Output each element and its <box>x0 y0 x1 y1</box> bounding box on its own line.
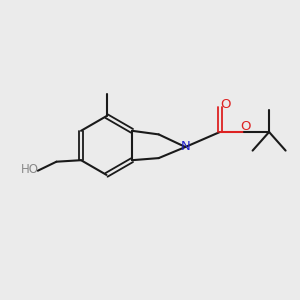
Text: N: N <box>181 140 190 154</box>
Text: HO: HO <box>20 163 38 176</box>
Text: O: O <box>241 120 251 133</box>
Text: O: O <box>220 98 231 112</box>
